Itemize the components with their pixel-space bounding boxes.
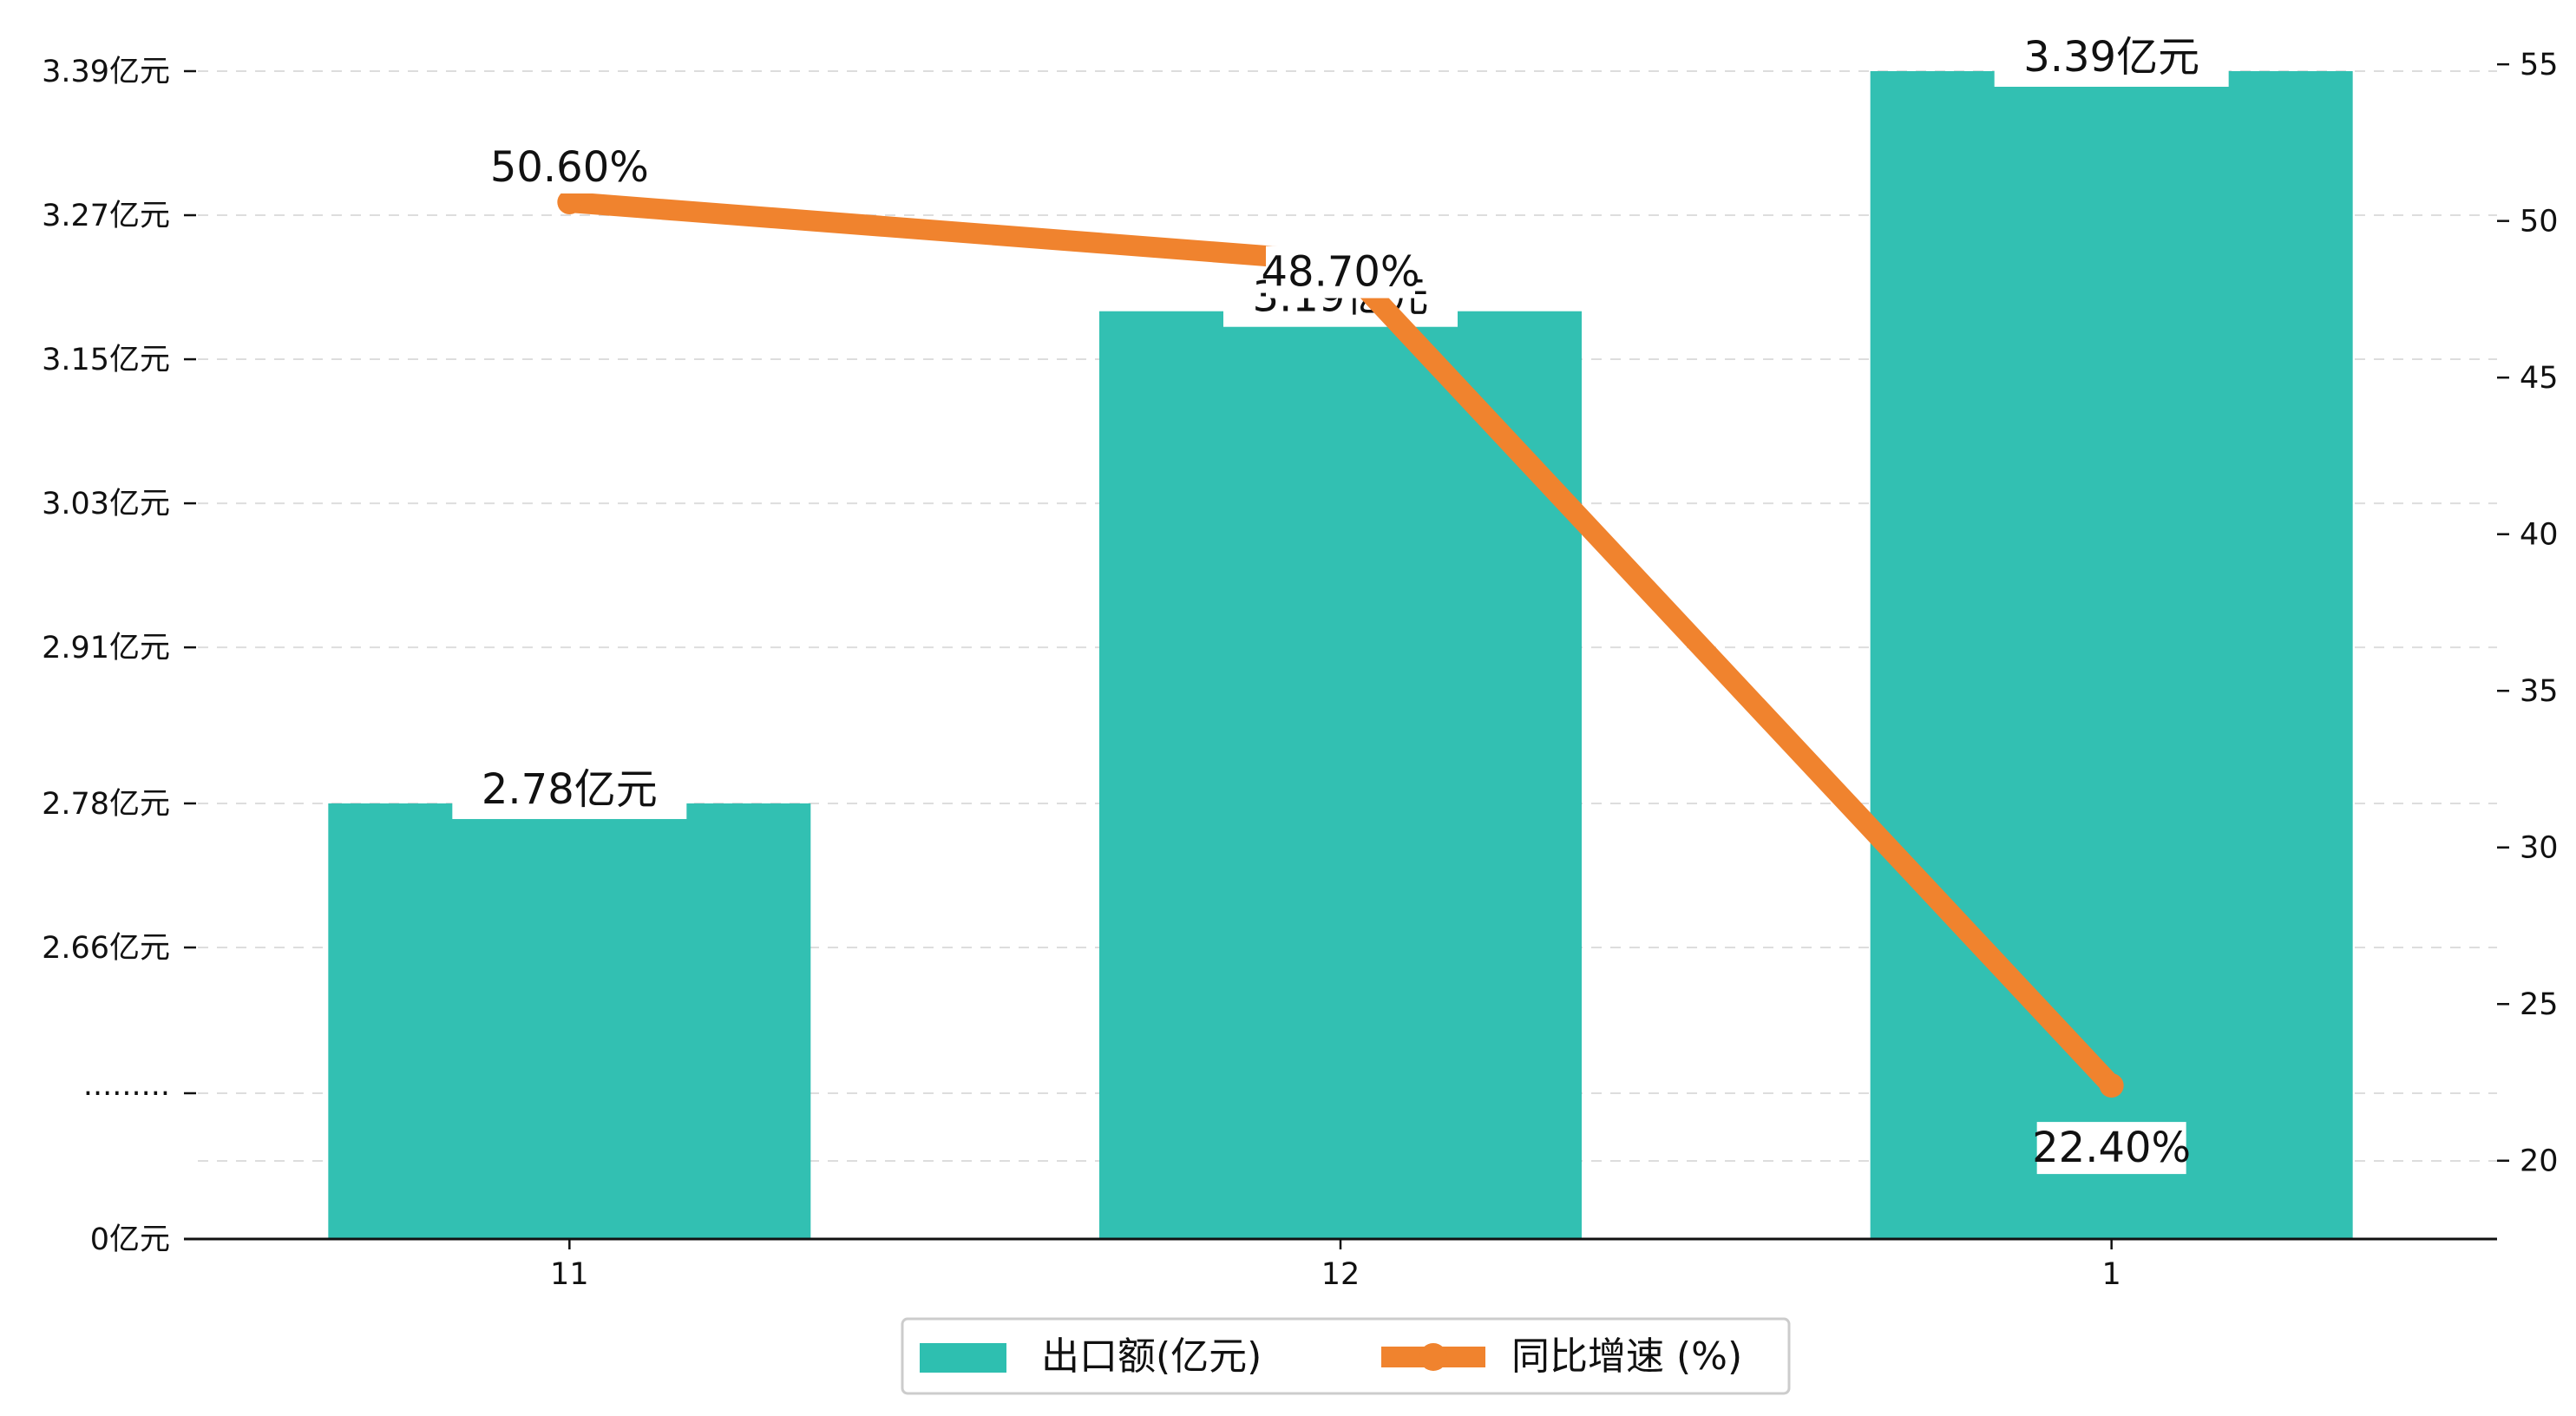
legend-marker-line: [1419, 1343, 1447, 1371]
x-tick-label: 11: [550, 1257, 589, 1292]
left-tick-label: 2.78亿元: [42, 787, 170, 822]
line-value-label: 48.70%: [1261, 248, 1419, 297]
left-tick-label: 3.03亿元: [42, 487, 170, 521]
left-tick-label: ·········: [83, 1077, 170, 1111]
line-point: [2099, 1073, 2124, 1098]
legend-swatch-bar: [920, 1343, 1006, 1373]
x-tick-label: 1: [2102, 1257, 2121, 1292]
legend-frame: [901, 1317, 1791, 1395]
right-tick-label: 45: [2520, 361, 2559, 396]
bar: [328, 803, 811, 1239]
line-value-label: 22.40%: [2032, 1124, 2191, 1172]
bar-value-label: 3.39亿元: [2023, 33, 2199, 82]
left-tick-label: 0亿元: [90, 1223, 170, 1257]
line-label-box: [1266, 246, 1415, 298]
line-label-box: [495, 141, 645, 194]
line-label-box: [2036, 1122, 2186, 1175]
right-tick-label: 25: [2520, 987, 2559, 1022]
line-point: [557, 190, 582, 215]
legend: 出口额(亿元) 同比增速 (%): [901, 1317, 1791, 1395]
left-tick-label: 2.66亿元: [42, 931, 170, 966]
line-labels: 50.60% 48.70% 22.40%: [490, 141, 2191, 1175]
legend-label-line: 同比增速 (%): [1511, 1334, 1742, 1379]
right-tick-label: 50: [2520, 205, 2559, 239]
right-tick-label: 55: [2520, 48, 2559, 82]
bar-label-box: [1994, 36, 2229, 87]
bar: [1099, 311, 1582, 1239]
left-tick-label: 3.15亿元: [42, 343, 170, 377]
bar-series: [328, 71, 2353, 1239]
bar: [1870, 71, 2353, 1239]
right-tick-label: 30: [2520, 831, 2559, 866]
right-tick-label: 40: [2520, 518, 2559, 553]
axes: 0亿元 ········· 2.66亿元 2.78亿元 2.91亿元 3.03亿元 3.15…: [42, 48, 2558, 1292]
right-tick-label: 20: [2520, 1144, 2559, 1179]
left-tick-label: 3.39亿元: [42, 55, 170, 89]
line-value-label: 50.60%: [490, 143, 649, 192]
right-tick-label: 35: [2520, 674, 2559, 709]
left-tick-label: 3.27亿元: [42, 199, 170, 233]
legend-label-bar: 出口额(亿元): [1041, 1334, 1262, 1379]
bar-label-box: [452, 768, 687, 819]
bar-value-label: 2.78亿元: [482, 765, 658, 814]
x-tick-label: 12: [1321, 1257, 1360, 1292]
left-tick-label: 2.91亿元: [42, 631, 170, 665]
